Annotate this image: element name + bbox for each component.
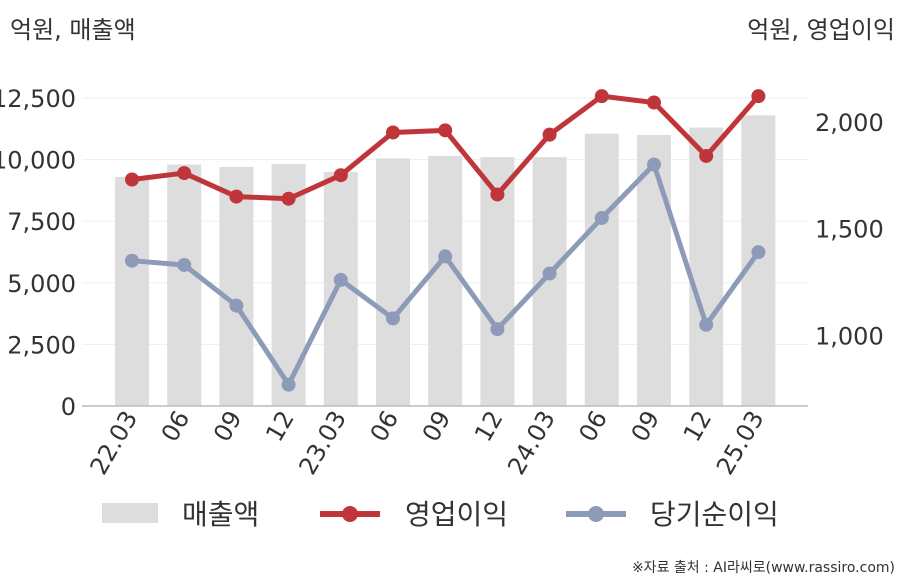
revenue-bars: [115, 115, 776, 407]
legend-label-revenue: 매출액: [182, 498, 259, 531]
line-point: [542, 127, 557, 142]
left-tick-label: 12,500: [0, 85, 76, 113]
line-point: [438, 123, 453, 138]
line-point: [125, 172, 139, 187]
line-point: [229, 298, 244, 313]
revenue-bar: [741, 115, 776, 407]
revenue-bar: [584, 133, 619, 406]
legend-label-net-income: 당기순이익: [650, 498, 779, 531]
line-point: [647, 157, 661, 172]
line-point: [751, 245, 766, 260]
line-point: [177, 257, 192, 272]
revenue-bar: [637, 134, 671, 406]
left-tick-label: 5,000: [7, 270, 76, 298]
revenue-bar: [167, 164, 202, 406]
x-tick-label: 12: [260, 406, 300, 446]
left-tick-label: 2,500: [7, 331, 76, 359]
revenue-bar: [376, 158, 410, 406]
legend-marker-operating-profit: [342, 506, 358, 522]
x-tick-label: 09: [626, 406, 666, 446]
revenue-bar: [219, 166, 254, 406]
line-point: [177, 166, 192, 181]
legend-marker-net-income: [588, 506, 604, 522]
left-tick-label: 10,000: [0, 147, 76, 175]
right-tick-label: 1,000: [815, 322, 884, 350]
x-tick-label: 22.03: [85, 406, 144, 480]
line-point: [751, 89, 766, 104]
x-tick-label: 09: [208, 406, 248, 446]
legend-label-operating-profit: 영업이익: [405, 498, 508, 531]
x-tick-label: 12: [678, 406, 718, 446]
revenue-bar: [115, 176, 149, 406]
line-point: [386, 311, 400, 326]
line-point: [438, 249, 453, 264]
right-tick-label: 1,500: [815, 216, 884, 244]
line-point: [333, 272, 348, 287]
x-tick-label: 24.03: [502, 406, 561, 480]
line-point: [594, 210, 609, 225]
line-point: [386, 125, 400, 140]
line-point: [542, 266, 557, 281]
line-point: [490, 187, 505, 202]
left-tick-label: 7,500: [7, 208, 76, 236]
line-series: [125, 89, 766, 392]
line-point: [699, 317, 714, 332]
line-point: [229, 189, 244, 204]
x-tick-label: 23.03: [293, 406, 352, 480]
line-point: [281, 377, 296, 392]
legend-swatch-revenue: [102, 503, 158, 523]
line-point: [333, 168, 348, 183]
x-tick-label: 06: [573, 406, 613, 446]
x-tick-label: 06: [156, 406, 196, 446]
x-tick-label: 25.03: [711, 406, 770, 480]
legend: 매출액 영업이익 당기순이익: [102, 498, 779, 531]
x-tick-label: 09: [417, 406, 457, 446]
line-point: [125, 253, 139, 268]
line-point: [281, 191, 296, 206]
x-tick-label: 12: [469, 406, 509, 446]
line-point: [699, 148, 714, 163]
x-tick-label: 06: [365, 406, 405, 446]
right-axis-title: 억원, 영업이익: [747, 16, 895, 44]
line-point: [594, 89, 609, 104]
source-note: ※자료 출처 : AI라씨로(www.rassiro.com): [632, 560, 895, 576]
revenue-bar: [532, 157, 567, 406]
line-point: [490, 322, 505, 337]
revenue-bar: [428, 155, 463, 406]
revenue-bar: [689, 127, 724, 407]
left-tick-label: 0: [61, 393, 76, 421]
line-point: [647, 95, 661, 110]
left-axis-title: 억원, 매출액: [10, 16, 136, 44]
right-tick-label: 2,000: [815, 109, 884, 137]
